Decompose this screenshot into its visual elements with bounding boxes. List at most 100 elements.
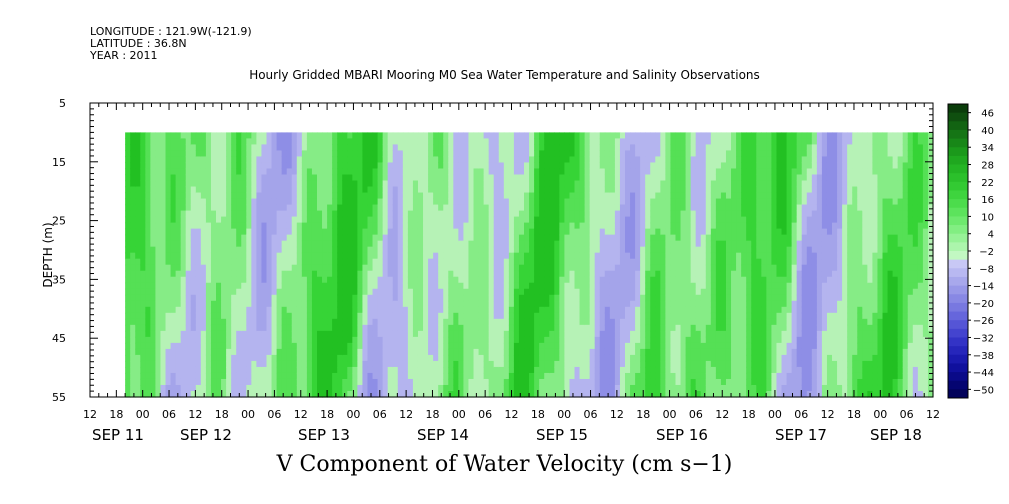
heatmap-cell (322, 312, 328, 320)
heatmap-cell (332, 264, 338, 272)
heatmap-cell (463, 378, 470, 386)
heatmap-cell (150, 150, 157, 158)
heatmap-cell (478, 150, 485, 158)
heatmap-cell (291, 240, 298, 248)
heatmap-cell (630, 258, 636, 266)
heatmap-cell (448, 330, 454, 338)
heatmap-cell (518, 318, 525, 326)
heatmap-cell (306, 150, 313, 158)
heatmap-cell (650, 204, 656, 212)
heatmap-cell (665, 372, 672, 380)
heatmap-cell (564, 222, 571, 230)
heatmap-cell (609, 234, 616, 242)
heatmap-cell (150, 288, 157, 296)
heatmap-cell (286, 288, 293, 296)
heatmap-cell (387, 132, 394, 140)
heatmap-cell (407, 336, 414, 344)
heatmap-cell (463, 312, 470, 320)
heatmap-cell (130, 240, 136, 248)
heatmap-cell (301, 216, 308, 224)
heatmap-cell (150, 186, 157, 194)
heatmap-cell (453, 372, 459, 380)
heatmap-cell (256, 174, 263, 182)
heatmap-cell (539, 198, 545, 206)
heatmap-cell (306, 330, 313, 338)
heatmap-cell (428, 366, 434, 374)
heatmap-cell (402, 246, 409, 254)
heatmap-cell (200, 384, 207, 392)
heatmap-cell (352, 300, 358, 308)
heatmap-cell (524, 264, 530, 272)
heatmap-cell (327, 330, 333, 338)
heatmap-cell (367, 222, 374, 230)
heatmap-cell (448, 150, 454, 158)
heatmap-cell (342, 192, 348, 200)
heatmap-cell (650, 150, 656, 158)
heatmap-cell (599, 204, 606, 212)
heatmap-cell (569, 360, 576, 368)
heatmap-cell (614, 234, 621, 242)
heatmap-cell (448, 228, 454, 236)
heatmap-cell (322, 384, 328, 392)
heatmap-cell (534, 132, 540, 140)
heatmap-cell (185, 192, 192, 200)
heatmap-cell (155, 342, 162, 350)
heatmap-cell (382, 336, 389, 344)
heatmap-cell (246, 372, 252, 380)
heatmap-cell (387, 174, 394, 182)
heatmap-cell (241, 240, 247, 248)
heatmap-cell (347, 330, 353, 338)
heatmap-cell (579, 222, 586, 230)
heatmap-cell (458, 144, 465, 152)
heatmap-cell (281, 390, 288, 398)
heatmap-cell (443, 288, 449, 296)
heatmap-cell (241, 222, 247, 230)
heatmap-cell (342, 228, 348, 236)
heatmap-cell (614, 330, 621, 338)
heatmap-cell (660, 228, 666, 236)
heatmap-cell (544, 198, 550, 206)
heatmap-cell (609, 318, 616, 326)
heatmap-cell (226, 180, 232, 188)
heatmap-cell (640, 222, 646, 230)
heatmap-cell (150, 234, 157, 242)
heatmap-cell (640, 240, 646, 248)
heatmap-cell (155, 318, 162, 326)
heatmap-cell (301, 372, 308, 380)
heatmap-cell (645, 348, 651, 356)
heatmap-cell (508, 360, 515, 368)
heatmap-cell (508, 276, 515, 284)
heatmap-cell (483, 246, 490, 254)
heatmap-cell (438, 252, 444, 260)
heatmap-cell (286, 324, 293, 332)
heatmap-cell (518, 372, 525, 380)
heatmap-cell (357, 330, 364, 338)
heatmap-cell (660, 330, 666, 338)
heatmap-cell (392, 342, 399, 350)
heatmap-cell (614, 198, 621, 206)
heatmap-cell (640, 336, 646, 344)
heatmap-cell (145, 330, 151, 338)
heatmap-cell (382, 198, 389, 206)
heatmap-cell (493, 384, 500, 392)
heatmap-cell (332, 306, 338, 314)
heatmap-cell (226, 324, 232, 332)
heatmap-cell (281, 324, 288, 332)
heatmap-cell (645, 318, 651, 326)
heatmap-cell (352, 354, 358, 362)
heatmap-cell (524, 318, 530, 326)
heatmap-cell (236, 168, 242, 176)
heatmap-cell (468, 162, 475, 170)
heatmap-cell (483, 270, 490, 278)
heatmap-cell (483, 198, 490, 206)
heatmap-cell (382, 366, 389, 374)
heatmap-cell (660, 132, 666, 140)
heatmap-cell (145, 156, 151, 164)
heatmap-cell (382, 174, 389, 182)
heatmap-cell (387, 234, 394, 242)
heatmap-cell (589, 258, 596, 266)
heatmap-cell (392, 264, 399, 272)
heatmap-cell (251, 246, 258, 254)
heatmap-cell (352, 348, 358, 356)
heatmap-cell (317, 174, 323, 182)
